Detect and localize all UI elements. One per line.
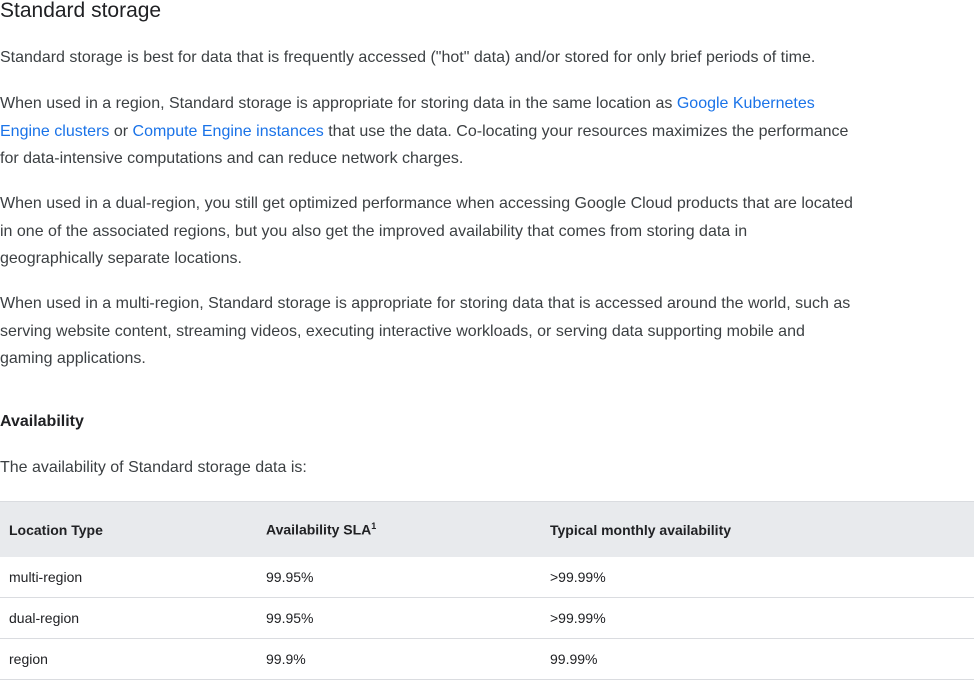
intro-paragraph: Standard storage is best for data that i… [0,49,816,66]
text: for data-intensive computations and can … [0,150,464,167]
text: serving website content, streaming video… [0,322,805,340]
dual-region-paragraph: When used in a dual-region, you still ge… [0,190,853,273]
text: gaming applications. [0,350,146,367]
table-header-row: Location Type Availability SLA1 Typical … [0,501,974,557]
link-text: Google Kubernetes [676,95,815,112]
table-cell: dual-region [0,597,257,639]
text: When used in a region, Standard storage … [0,95,677,112]
table-row: region 99.9% 99.99% [0,638,974,680]
table-cell: 99.99% [541,638,974,680]
text: or [109,122,133,140]
text: in one of the associated regions, but yo… [0,222,748,240]
table-cell: >99.99% [541,557,974,598]
multi-region-paragraph: When used in a multi-region, Standard st… [0,290,850,373]
table-cell: 99.9% [257,638,541,680]
gke-clusters-link[interactable]: Google Kubernetes Engine clusters [0,95,815,140]
table-cell: multi-region [0,557,257,598]
text: that use the data. Co-locating your reso… [323,122,849,140]
footnote-link[interactable]: 1 [371,521,377,532]
table-cell: region [0,638,257,680]
region-paragraph: When used in a region, Standard storage … [0,90,848,173]
table-cell: 99.95% [257,597,541,639]
column-header: Availability SLA1 [257,501,541,557]
link-text: Engine clusters [0,122,110,140]
header-text: Availability SLA [266,521,372,538]
compute-engine-link[interactable]: Compute Engine instances [132,122,324,140]
text: When used in a multi-region, Standard st… [0,295,851,312]
column-header: Typical monthly availability [541,501,974,557]
text: When used in a dual-region, you still ge… [0,195,853,212]
column-header: Location Type [0,501,257,557]
table-cell: 99.95% [257,557,541,598]
availability-intro: The availability of Standard storage dat… [0,459,307,476]
availability-table: Location Type Availability SLA1 Typical … [0,501,974,680]
text: geographically separate locations. [0,250,242,267]
table-cell: >99.99% [541,597,974,639]
page-title: Standard storage [0,0,162,22]
table-row: multi-region 99.95% >99.99% [0,557,974,598]
availability-heading: Availability [0,413,84,430]
table-row: dual-region 99.95% >99.99% [0,597,974,639]
